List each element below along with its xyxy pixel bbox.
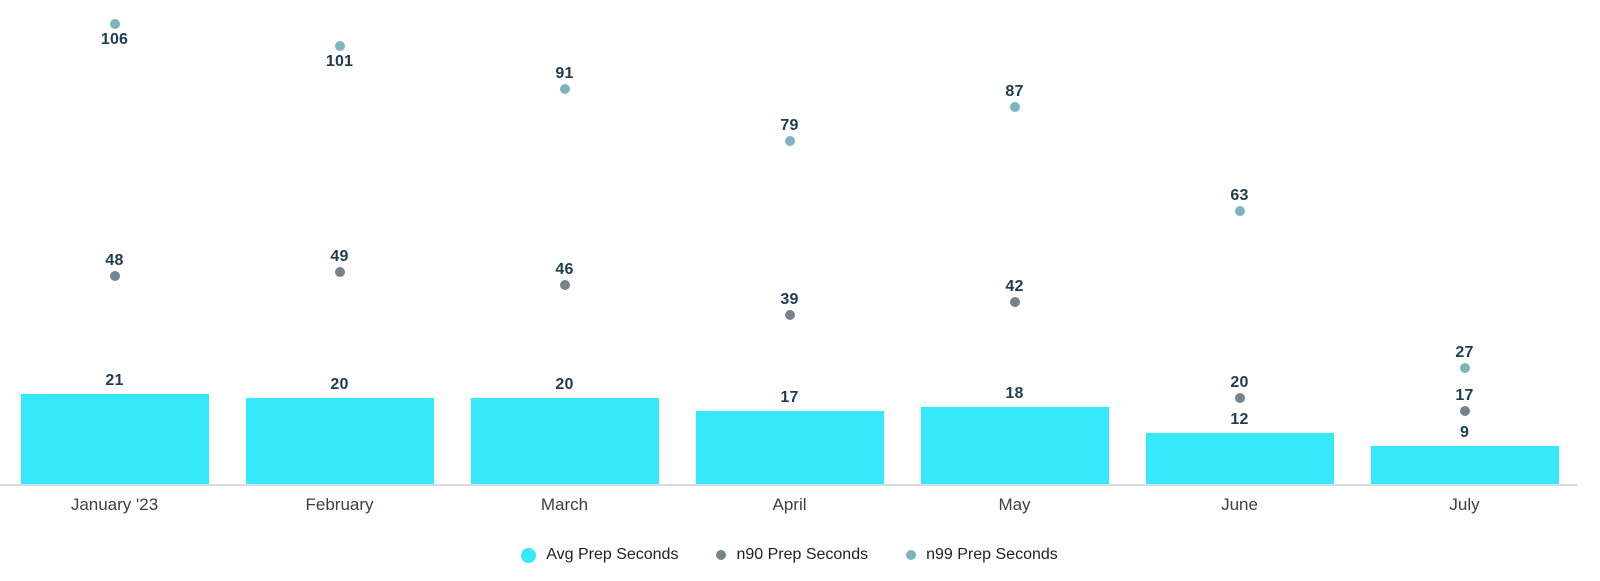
n90-prep-seconds-point-april[interactable]: [784, 310, 795, 321]
legend-swatch-n99-icon: [906, 550, 917, 560]
n90-prep-seconds-point-may[interactable]: [1009, 297, 1020, 308]
bar-january-23[interactable]: [20, 393, 209, 485]
point-value-label: 46: [555, 260, 574, 278]
legend-item-n99-prep-seconds[interactable]: n99 Prep Seconds: [906, 546, 1058, 564]
point-value-label: 91: [555, 65, 574, 83]
category-column-april: 17 39 79: [677, 0, 902, 485]
n99-prep-seconds-point-january-23[interactable]: [109, 18, 120, 29]
x-tick-june: June: [1221, 495, 1258, 514]
n99-prep-seconds-point-april[interactable]: [784, 136, 795, 147]
bar-may[interactable]: [920, 406, 1109, 485]
category-column-march: 20 46 91: [452, 0, 677, 485]
bar-july[interactable]: [1370, 445, 1559, 485]
legend-label-avg: Avg Prep Seconds: [546, 546, 679, 563]
legend-swatch-n90-icon: [716, 550, 727, 560]
bar-value-label: 17: [780, 389, 799, 407]
category-column-may: 18 42 87: [902, 0, 1127, 485]
category-column-february: 20 49 101: [227, 0, 452, 485]
point-value-label: 17: [1455, 387, 1474, 405]
bar-february[interactable]: [245, 398, 434, 485]
n90-prep-seconds-point-march[interactable]: [559, 279, 570, 290]
bar-value-label: 9: [1459, 423, 1470, 441]
legend: Avg Prep Seconds n90 Prep Seconds n99 Pr…: [2, 545, 1577, 565]
plot-area: 21 48 106 20 49 101 20 46 91 17 39 79 18 42 87 12 20 63 9 1…: [2, 0, 1577, 485]
x-tick-february: February: [305, 495, 374, 514]
x-axis-labels: January '23 February March April May June July: [0, 487, 1600, 517]
n99-prep-seconds-point-june[interactable]: [1234, 205, 1245, 216]
point-value-label: 42: [1005, 278, 1024, 296]
category-column-july: 9 17 27: [1352, 0, 1577, 485]
x-tick-march: March: [540, 495, 589, 514]
x-tick-may: May: [998, 495, 1031, 514]
x-axis-line: [0, 484, 1577, 486]
bar-april[interactable]: [695, 411, 884, 485]
n99-prep-seconds-point-march[interactable]: [559, 84, 570, 95]
point-value-label: 48: [105, 252, 124, 270]
point-value-label: 20: [1230, 374, 1249, 392]
legend-item-avg-prep-seconds[interactable]: Avg Prep Seconds: [521, 546, 678, 564]
point-value-label: 63: [1230, 186, 1249, 204]
bar-june[interactable]: [1145, 432, 1334, 485]
bar-value-label: 20: [555, 376, 574, 394]
point-value-label: 87: [1005, 82, 1024, 100]
legend-swatch-avg-icon: [521, 547, 537, 563]
bar-value-label: 18: [1005, 384, 1024, 402]
n90-prep-seconds-point-january-23[interactable]: [109, 271, 120, 282]
point-value-label: 106: [100, 30, 129, 48]
legend-item-n90-prep-seconds[interactable]: n90 Prep Seconds: [716, 546, 868, 564]
category-column-june: 12 20 63: [1127, 0, 1352, 485]
point-value-label: 101: [325, 52, 354, 70]
n99-prep-seconds-point-may[interactable]: [1009, 101, 1020, 112]
legend-label-n99: n99 Prep Seconds: [926, 546, 1058, 563]
bar-value-label: 12: [1230, 410, 1249, 428]
category-column-january-23: 21 48 106: [2, 0, 227, 485]
point-value-label: 39: [780, 291, 799, 309]
x-tick-july: July: [1449, 495, 1480, 514]
n90-prep-seconds-point-february[interactable]: [334, 266, 345, 277]
point-value-label: 27: [1455, 343, 1474, 361]
point-value-label: 49: [330, 247, 349, 265]
n99-prep-seconds-point-july[interactable]: [1459, 362, 1470, 373]
bar-value-label: 20: [330, 376, 349, 394]
x-tick-january-23: January '23: [70, 495, 159, 514]
n90-prep-seconds-point-june[interactable]: [1234, 393, 1245, 404]
legend-label-n90: n90 Prep Seconds: [736, 546, 869, 563]
point-value-label: 79: [780, 117, 799, 135]
n90-prep-seconds-point-july[interactable]: [1459, 406, 1470, 417]
bar-march[interactable]: [470, 398, 659, 485]
x-tick-april: April: [772, 495, 807, 514]
n99-prep-seconds-point-february[interactable]: [334, 40, 345, 51]
bar-value-label: 21: [105, 371, 124, 389]
